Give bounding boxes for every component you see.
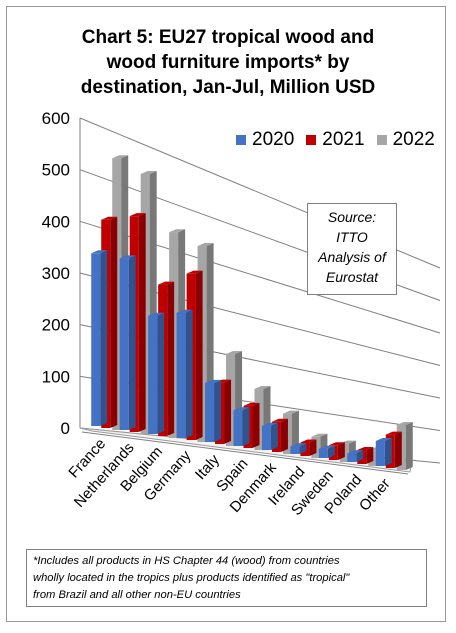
bar-2021-other-side	[394, 431, 402, 468]
bar-2021-denmark-top	[271, 418, 288, 422]
source-line-2: ITTO	[336, 229, 368, 245]
source-line-1: Source:	[327, 209, 377, 225]
bar-2020-poland-side	[356, 450, 364, 462]
chart-title-line-1: Chart 5: EU27 tropical wood and	[81, 27, 375, 48]
bar-2021-poland-side	[366, 446, 374, 464]
bar-2020-italy-side	[214, 379, 222, 442]
legend-label-2021: 2021	[322, 129, 365, 150]
legend-item-2020: 2020	[236, 129, 294, 151]
bar-2020-france-top	[91, 250, 108, 254]
bar-2021-sweden-side	[337, 442, 345, 460]
bar-2020-france-front	[91, 253, 101, 426]
bar-2020-denmark-front	[261, 425, 271, 450]
chart-frame	[6, 6, 446, 622]
legend-item-2022: 2022	[376, 129, 435, 151]
bar-2020-sweden-front	[318, 448, 328, 458]
bar-2021-netherlands-top	[129, 213, 146, 217]
legend-item-2021: 2021	[306, 129, 365, 151]
y-tick-label-300: 300	[42, 264, 70, 283]
y-tick-label-0: 0	[61, 419, 70, 438]
bar-2020-france-side	[100, 250, 108, 426]
bar-2022-belgium-top	[169, 229, 186, 233]
bar-2020-netherlands-front	[119, 258, 129, 430]
y-tick-label-400: 400	[42, 212, 70, 231]
bar-2020-denmark-side	[270, 422, 278, 450]
y-tick-label-200: 200	[42, 316, 70, 335]
bar-2021-ireland-side	[309, 439, 317, 456]
bar-2021-other-top	[385, 431, 402, 435]
bar-2021-belgium-top	[158, 281, 175, 285]
bar-2020-denmark-top	[261, 422, 278, 426]
bar-2020-poland-top	[347, 450, 364, 454]
bar-2020-spain-top	[233, 407, 250, 411]
bar-2020-italy-top	[205, 379, 222, 383]
bar-2020-belgium-top	[148, 312, 165, 316]
bar-2020-ireland-front	[290, 446, 300, 454]
bar-2022-other-top	[396, 421, 413, 425]
y-tick-label-600: 600	[42, 109, 70, 128]
bar-2021-netherlands-side	[138, 213, 146, 432]
bar-2020-spain-front	[233, 410, 243, 446]
source-line-4: Eurostat	[325, 269, 379, 285]
footnote-line-3: from Brazil and all other non-EU countri…	[33, 589, 241, 601]
chart-title-line-3: destination, Jan-Jul, Million USD	[80, 77, 376, 98]
bar-2022-france-top	[112, 155, 129, 159]
bar-2021-sweden-top	[328, 442, 345, 446]
bar-2020-belgium-front	[148, 315, 158, 434]
bar-2021-belgium-side	[167, 281, 175, 436]
chart-title: Chart 5: EU27 tropical wood and wood fur…	[20, 25, 436, 100]
bar-2020-belgium-side	[157, 312, 165, 434]
x-axis-line	[81, 431, 409, 475]
footnote: *Includes all products in HS Chapter 44 …	[26, 549, 427, 607]
bar-2022-other-side	[405, 421, 413, 470]
bar-2021-france-side	[110, 216, 118, 428]
bar-2021-denmark-side	[280, 418, 288, 452]
bar-2020-italy-front	[205, 382, 215, 442]
bar-2020-germany-top	[176, 309, 193, 313]
bar-2021-spain-top	[243, 402, 260, 406]
bar-2021-ireland-top	[300, 439, 317, 443]
bar-2020-netherlands-side	[128, 255, 136, 430]
bar-2020-germany-front	[176, 312, 186, 438]
legend-label-2022: 2022	[392, 129, 435, 150]
bar-2021-spain-side	[252, 402, 260, 448]
chart-legend: 2020 2021 2022	[236, 129, 441, 151]
bar-2020-sweden-top	[318, 445, 335, 449]
bar-2020-poland-front	[347, 453, 357, 462]
y-tick-label-100: 100	[42, 367, 70, 386]
footnote-line-2: wholly located in the tropics plus produ…	[33, 572, 350, 584]
bar-2021-germany-top	[186, 270, 203, 274]
bar-2022-spain-top	[254, 385, 271, 389]
source-line-3: Analysis of	[318, 249, 386, 265]
bar-2020-germany-side	[185, 309, 193, 438]
bar-2022-denmark-top	[282, 410, 299, 414]
bar-2020-ireland-side	[299, 443, 307, 454]
bar-2020-netherlands-top	[119, 255, 136, 259]
bar-2020-ireland-top	[290, 443, 307, 447]
bar-2022-denmark-side	[291, 410, 299, 454]
bar-2020-sweden-side	[327, 445, 335, 458]
bar-2020-other-side	[384, 437, 392, 466]
footnote-line-1: *Includes all products in HS Chapter 44 …	[33, 555, 340, 567]
chart-title-line-2: wood furniture imports* by	[106, 52, 350, 73]
source-note: Source: ITTO Analysis of Eurostat	[307, 203, 397, 295]
bar-2021-france-top	[101, 216, 118, 220]
bar-2021-italy-side	[224, 379, 232, 444]
bar-2020-spain-side	[242, 407, 250, 446]
bar-2021-germany-side	[195, 270, 203, 440]
bar-2022-netherlands-top	[140, 171, 157, 175]
legend-swatch-2021	[306, 135, 317, 145]
bar-2022-italy-top	[226, 350, 243, 354]
legend-swatch-2022	[376, 135, 387, 145]
bar-2021-poland-top	[357, 446, 374, 450]
bar-2020-other-front	[375, 440, 385, 466]
bar-2022-ireland-top	[311, 433, 328, 437]
legend-swatch-2020	[236, 135, 246, 145]
bar-2020-other-top	[375, 437, 392, 441]
legend-label-2020: 2020	[252, 129, 295, 150]
y-tick-label-500: 500	[42, 161, 70, 180]
bar-2022-germany-top	[197, 243, 214, 247]
